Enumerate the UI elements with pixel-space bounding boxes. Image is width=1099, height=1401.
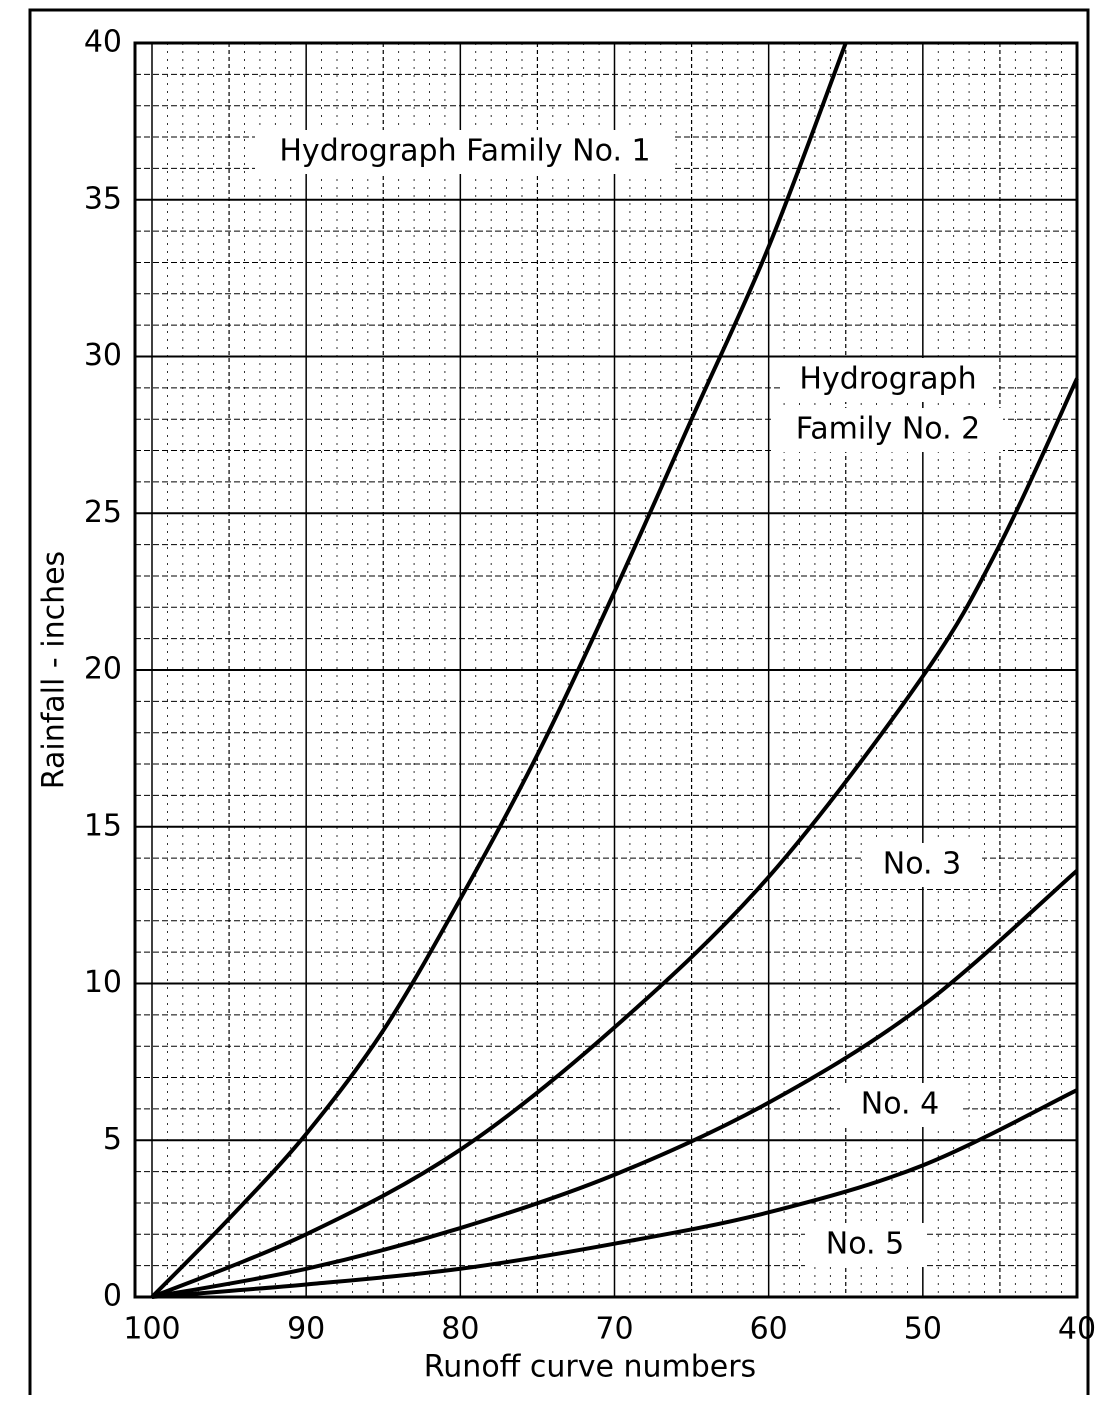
curve bbox=[151, 377, 1079, 1299]
x-tick-label: 90 bbox=[287, 1312, 325, 1347]
annotation-background bbox=[805, 1223, 925, 1267]
annotation: No. 5 bbox=[826, 1227, 904, 1262]
annotation-background bbox=[255, 130, 675, 174]
y-tick-label: 25 bbox=[84, 495, 122, 530]
y-tick-label: 0 bbox=[103, 1279, 122, 1314]
y-tick-label: 40 bbox=[84, 25, 122, 60]
y-tick-label: 30 bbox=[84, 338, 122, 373]
annotation-background bbox=[840, 1083, 960, 1127]
y-tick-label: 20 bbox=[84, 652, 122, 687]
x-tick-label: 80 bbox=[441, 1312, 479, 1347]
annotation-background bbox=[773, 408, 1003, 452]
annotation-background bbox=[783, 358, 993, 402]
y-axis-title: Rainfall - inches bbox=[37, 551, 72, 789]
x-tick-label: 100 bbox=[123, 1312, 180, 1347]
curve bbox=[151, 869, 1079, 1299]
annotation: Hydrograph bbox=[799, 362, 976, 397]
frame bbox=[28, 8, 1090, 1395]
x-tick-label: 40 bbox=[1058, 1312, 1096, 1347]
x-tick-label: 50 bbox=[904, 1312, 942, 1347]
y-tick-label: 5 bbox=[103, 1122, 122, 1157]
y-tick-label: 15 bbox=[84, 808, 122, 843]
x-tick-label: 60 bbox=[750, 1312, 788, 1347]
annotation: No. 3 bbox=[883, 847, 961, 882]
annotation: No. 4 bbox=[861, 1087, 939, 1122]
annotation: Family No. 2 bbox=[796, 412, 981, 447]
annotation-background bbox=[862, 843, 982, 887]
plot-frame bbox=[133, 41, 1079, 1299]
y-tick-label: 10 bbox=[84, 965, 122, 1000]
curve bbox=[151, 1088, 1078, 1299]
curve bbox=[150, 42, 848, 1299]
x-tick-label: 70 bbox=[595, 1312, 633, 1347]
annotation: Hydrograph Family No. 1 bbox=[279, 134, 650, 169]
y-tick-label: 35 bbox=[84, 181, 122, 216]
x-axis-title: Runoff curve numbers bbox=[424, 1350, 756, 1385]
